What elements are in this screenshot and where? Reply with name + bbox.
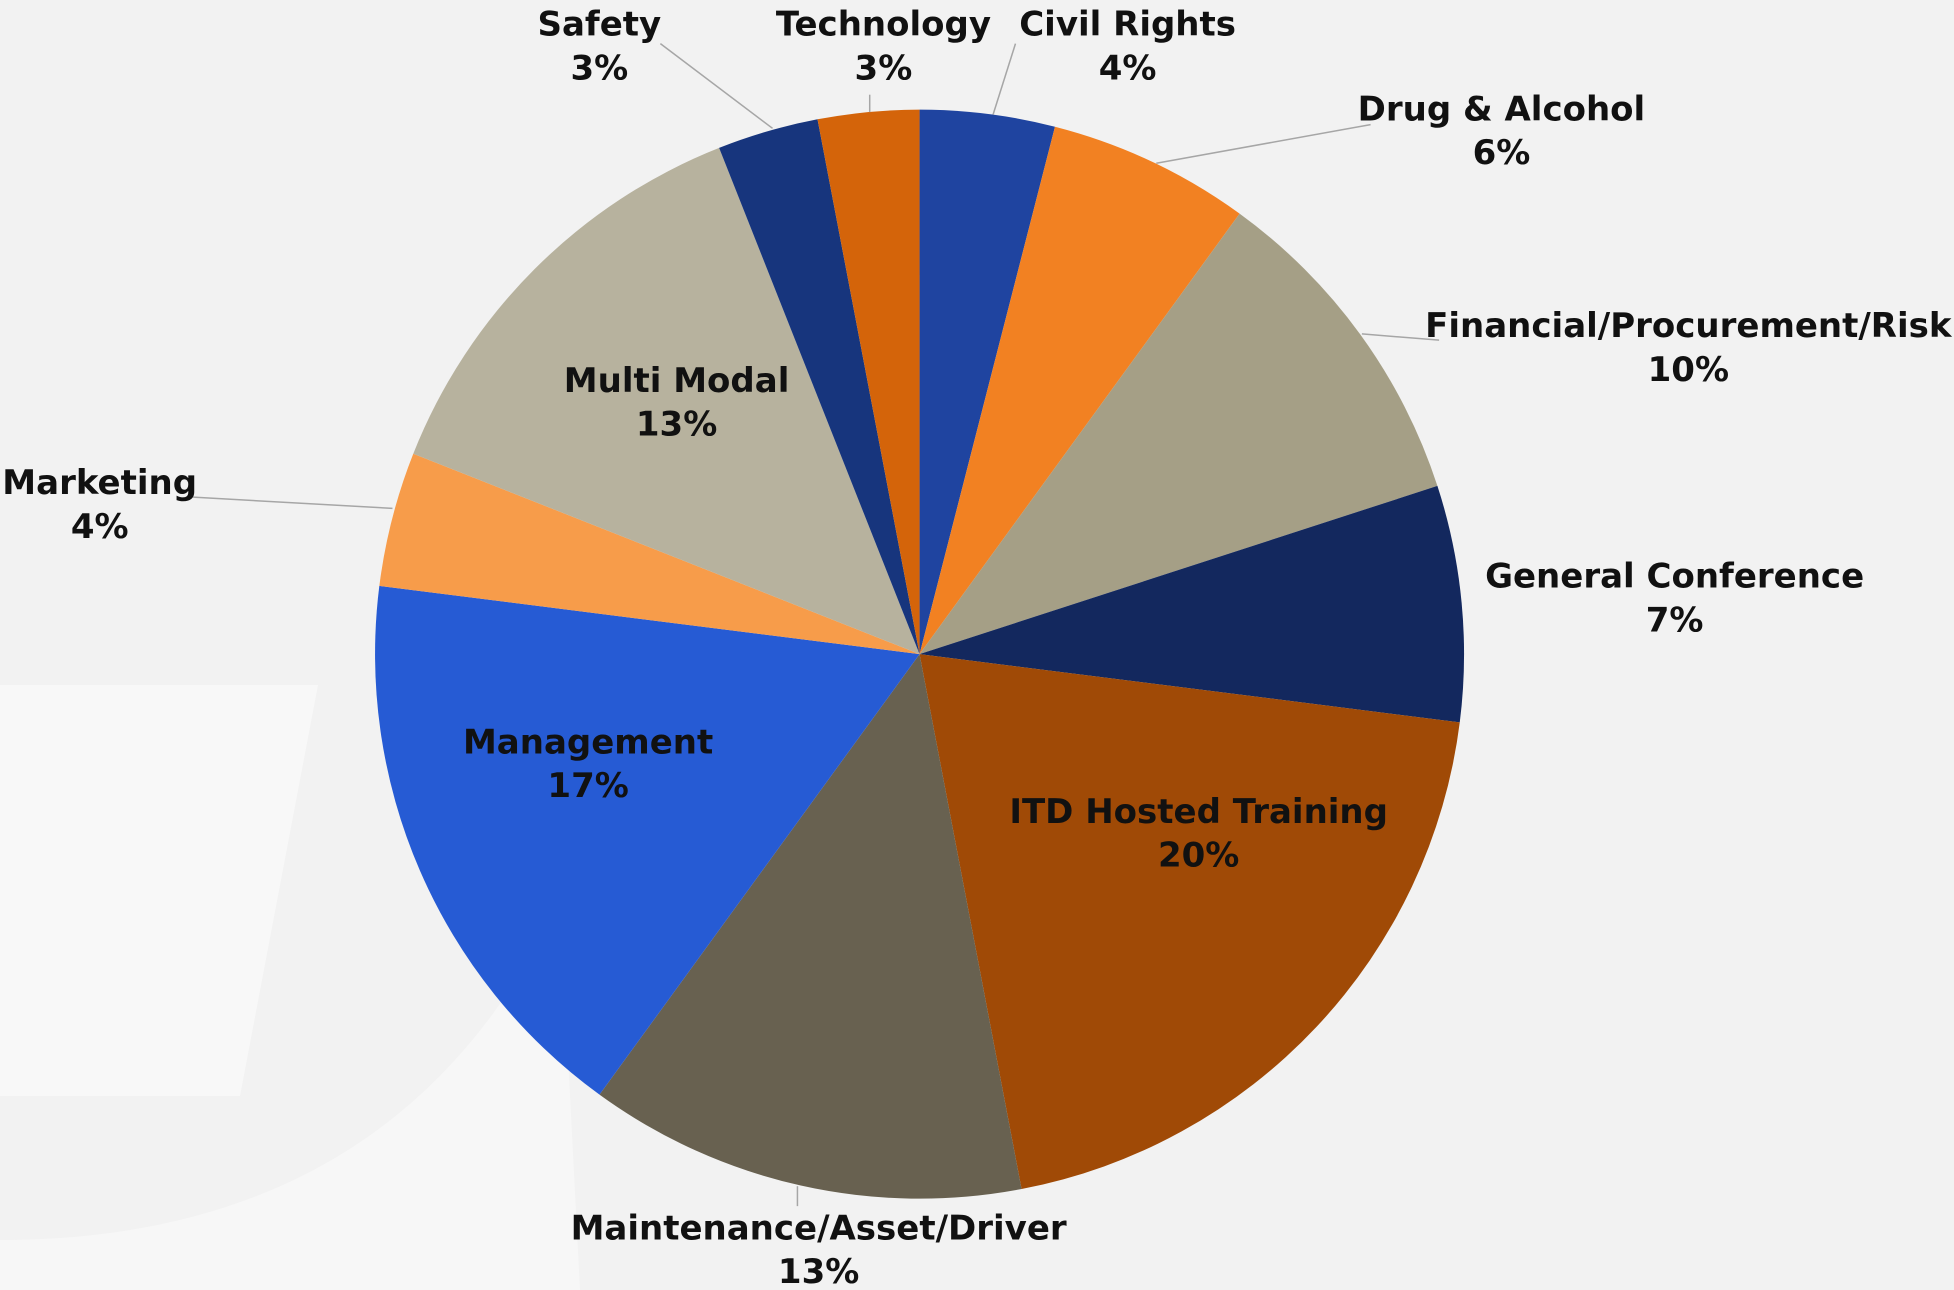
leader-line xyxy=(992,43,1017,115)
slice-label: General Conference xyxy=(1485,557,1864,597)
slice-value-label: 4% xyxy=(71,507,129,547)
slice-label: Safety xyxy=(537,5,661,45)
slice-value-label: 7% xyxy=(1646,600,1704,640)
slice-value-label: 6% xyxy=(1473,133,1531,173)
pie-slice xyxy=(817,109,920,655)
slice-value-label: 3% xyxy=(570,48,628,88)
slice-value-label: 17% xyxy=(547,766,628,806)
pie-slice xyxy=(919,109,1055,655)
slice-label: Maintenance/Asset/Driver xyxy=(571,1208,1067,1248)
slice-label: Civil Rights xyxy=(1019,5,1236,45)
leader-line xyxy=(193,496,393,510)
slice-value-label: 20% xyxy=(1158,836,1239,876)
slice-value-label: 13% xyxy=(636,405,717,445)
pie-slice xyxy=(919,126,1240,655)
slice-value-label: 3% xyxy=(855,48,913,88)
slice-label: Financial/Procurement/Risk xyxy=(1425,306,1953,346)
pie-slice xyxy=(379,453,920,655)
pie-slice xyxy=(413,147,920,655)
pie-slice xyxy=(375,585,920,1095)
slice-label: Technology xyxy=(776,5,991,45)
pie-slice xyxy=(919,213,1438,655)
leader-line xyxy=(659,43,773,129)
pie-slice xyxy=(599,654,1022,1199)
slice-label: ITD Hosted Training xyxy=(1009,792,1388,832)
leader-line xyxy=(1156,123,1371,164)
slice-value-label: 13% xyxy=(778,1252,859,1290)
slice-value-label: 4% xyxy=(1099,48,1157,88)
background-logo xyxy=(0,685,318,1096)
leader-line xyxy=(1361,333,1440,341)
background-logo xyxy=(0,900,580,1290)
slice-label: Management xyxy=(463,722,713,762)
slice-label: Drug & Alcohol xyxy=(1358,89,1646,129)
slice-label: Marketing xyxy=(2,463,197,503)
slice-value-label: 10% xyxy=(1648,350,1729,390)
slice-label: Multi Modal xyxy=(564,361,790,401)
pie-slice xyxy=(919,485,1465,723)
pie-slice xyxy=(719,119,920,655)
pie-slice xyxy=(919,654,1460,1190)
